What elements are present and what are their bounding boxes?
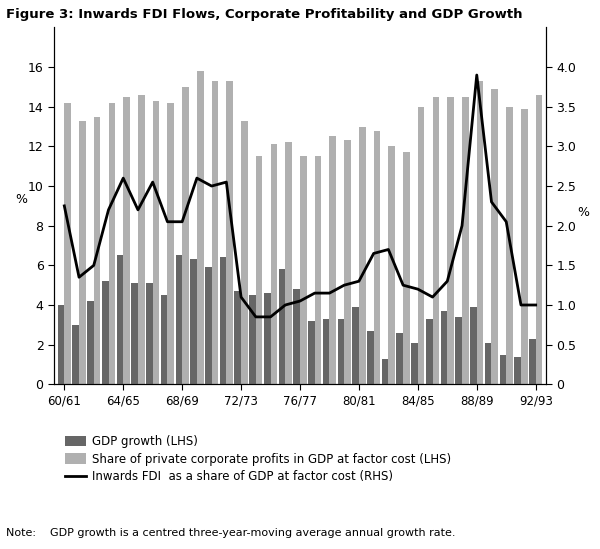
- Bar: [161, 295, 167, 384]
- Bar: [293, 289, 300, 384]
- Bar: [212, 81, 218, 384]
- Bar: [241, 121, 248, 384]
- Bar: [529, 339, 536, 384]
- Y-axis label: %: %: [577, 206, 589, 219]
- Bar: [403, 153, 410, 384]
- Bar: [455, 317, 462, 384]
- Bar: [58, 305, 64, 384]
- Bar: [397, 333, 403, 384]
- Bar: [300, 156, 307, 384]
- Bar: [79, 121, 86, 384]
- Bar: [382, 358, 388, 384]
- Bar: [374, 131, 380, 384]
- Bar: [167, 103, 174, 384]
- Bar: [152, 101, 160, 384]
- Bar: [521, 109, 527, 384]
- Bar: [514, 356, 521, 384]
- Legend: GDP growth (LHS), Share of private corporate profits in GDP at factor cost (LHS): GDP growth (LHS), Share of private corpo…: [60, 430, 455, 488]
- Bar: [73, 325, 79, 384]
- Bar: [226, 81, 233, 384]
- Bar: [388, 147, 395, 384]
- Bar: [220, 257, 226, 384]
- Bar: [176, 255, 182, 384]
- Bar: [352, 307, 359, 384]
- Bar: [477, 81, 484, 384]
- Bar: [491, 89, 498, 384]
- Bar: [329, 137, 336, 384]
- Bar: [285, 142, 292, 384]
- Text: Figure 3: Inwards FDI Flows, Corporate Profitability and GDP Growth: Figure 3: Inwards FDI Flows, Corporate P…: [6, 8, 523, 21]
- Bar: [264, 293, 271, 384]
- Bar: [205, 267, 212, 384]
- Bar: [138, 95, 145, 384]
- Bar: [433, 97, 439, 384]
- Bar: [271, 144, 277, 384]
- Bar: [411, 343, 418, 384]
- Bar: [87, 301, 94, 384]
- Bar: [338, 319, 344, 384]
- Bar: [256, 156, 262, 384]
- Bar: [448, 97, 454, 384]
- Bar: [359, 127, 365, 384]
- Bar: [235, 291, 241, 384]
- Bar: [116, 255, 123, 384]
- Bar: [536, 95, 542, 384]
- Bar: [64, 103, 71, 384]
- Bar: [94, 117, 100, 384]
- Bar: [131, 283, 138, 384]
- Bar: [109, 103, 115, 384]
- Bar: [426, 319, 433, 384]
- Bar: [146, 283, 152, 384]
- Bar: [182, 87, 189, 384]
- Bar: [197, 71, 203, 384]
- Bar: [470, 307, 477, 384]
- Bar: [278, 270, 285, 384]
- Bar: [123, 97, 130, 384]
- Text: Note:    GDP growth is a centred three-year-moving average annual growth rate.: Note: GDP growth is a centred three-year…: [6, 528, 455, 538]
- Bar: [308, 321, 315, 384]
- Bar: [367, 330, 374, 384]
- Y-axis label: %: %: [15, 193, 27, 206]
- Bar: [462, 97, 469, 384]
- Bar: [418, 107, 424, 384]
- Bar: [485, 343, 491, 384]
- Bar: [190, 260, 197, 384]
- Bar: [249, 295, 256, 384]
- Bar: [344, 141, 351, 384]
- Bar: [315, 156, 322, 384]
- Bar: [102, 281, 109, 384]
- Bar: [506, 107, 513, 384]
- Bar: [500, 355, 506, 384]
- Bar: [440, 311, 448, 384]
- Bar: [323, 319, 329, 384]
